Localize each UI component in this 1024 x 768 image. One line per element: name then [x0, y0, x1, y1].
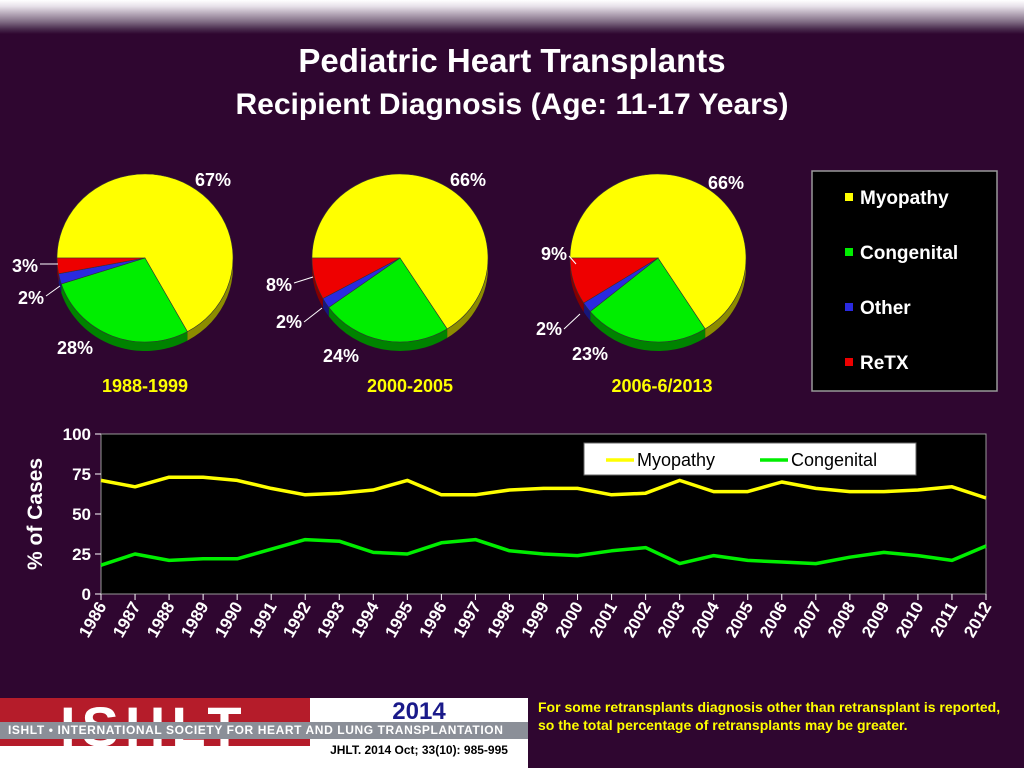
x-tick-label: 2010	[892, 599, 927, 641]
pie-leader-line	[303, 307, 323, 323]
pie-period-label: 1988-1999	[102, 376, 188, 396]
pie-leader-line	[45, 285, 61, 297]
pie-side-other	[583, 303, 591, 321]
x-tick-label: 2008	[824, 599, 859, 641]
legend-label-retx: ReTX	[860, 353, 909, 374]
line-legend-label-myopathy: Myopathy	[637, 450, 715, 470]
x-tick-label: 1988	[143, 599, 178, 641]
x-tick-label: 2012	[960, 599, 995, 641]
pie-leader-line	[563, 313, 581, 330]
pie-3: 66% 23% 2% 9% 2006-6/2013	[536, 173, 747, 396]
x-tick-label: 1995	[381, 599, 416, 641]
x-tick-label: 1991	[245, 599, 280, 641]
pie-slice-retx	[311, 257, 401, 299]
x-tick-label: 2011	[927, 599, 962, 640]
x-tick-label: 1998	[484, 599, 519, 641]
x-tick-label: 1997	[450, 599, 485, 641]
pie-1: 67% 28% 2% 3% 1988-1999	[12, 170, 234, 396]
x-tick-label: 1996	[415, 599, 450, 641]
pie-label-myopathy: 66%	[708, 173, 744, 193]
x-tick-label: 1992	[279, 599, 314, 641]
x-tick-label: 2000	[552, 599, 587, 641]
legend-swatch-myopathy	[845, 193, 853, 201]
line-legend-box	[583, 442, 917, 476]
pie-slice-congenital	[589, 257, 706, 343]
pie-legend-box	[811, 170, 998, 392]
y-axis-label: % of Cases	[24, 458, 47, 570]
pie-slice-retx	[569, 257, 660, 304]
pie-slice-myopathy	[311, 173, 489, 330]
x-tick-label: 2004	[688, 598, 724, 641]
ishlt-logo-block: ISHLT ISHLT • INTERNATIONAL SOCIETY FOR …	[0, 695, 528, 768]
y-tick-label: 50	[72, 505, 91, 524]
legend-swatch-other	[845, 303, 853, 311]
x-tick-label: 2009	[858, 599, 893, 641]
pie-leader-line	[293, 276, 314, 284]
x-tick-label: 2007	[790, 599, 825, 641]
pie-slice-myopathy	[569, 173, 747, 330]
pie-slice-congenital	[328, 257, 448, 343]
pie-label-congenital: 24%	[323, 346, 359, 366]
pie-leader-line	[568, 255, 577, 265]
slide-subtitle: Recipient Diagnosis (Age: 11-17 Years)	[235, 88, 789, 121]
legend-swatch-congenital	[845, 248, 853, 256]
x-tick-label: 2003	[654, 599, 689, 641]
pie-side-congenital	[328, 307, 448, 351]
x-tick-label: 2006	[756, 599, 791, 641]
pie-side-retx	[570, 258, 584, 313]
x-tick-label: 1986	[75, 599, 110, 641]
pie-label-other: 2%	[18, 288, 44, 308]
y-tick-label: 0	[82, 585, 91, 604]
pie-label-congenital: 28%	[57, 338, 93, 358]
x-tick-label: 1994	[347, 598, 383, 641]
y-tick-label: 25	[72, 545, 91, 564]
pie-period-label: 2000-2005	[367, 376, 453, 396]
pie-label-other: 2%	[536, 319, 562, 339]
charts-canvas: 67%28%2%3%1988-199966%24%2%8%2000-200566…	[12, 170, 998, 641]
x-tick-label: 1990	[211, 599, 246, 641]
y-tick-label: 100	[63, 425, 91, 444]
legend-label-congenital: Congenital	[860, 243, 958, 264]
y-tick-label: 75	[72, 465, 91, 484]
series-line-congenital	[100, 537, 987, 567]
journal-citation: JHLT. 2014 Oct; 33(10): 985-995	[330, 743, 508, 757]
pie-label-congenital: 23%	[572, 344, 608, 364]
footnote: For some retransplants diagnosis other t…	[538, 699, 1001, 733]
pie-side-other	[58, 273, 62, 293]
pie-label-retx: 3%	[12, 256, 38, 276]
pie-side-retx	[312, 258, 323, 308]
legend-label-other: Other	[860, 298, 911, 319]
slide-title: Pediatric Heart Transplants	[298, 42, 726, 79]
pie-period-label: 2006-6/2013	[611, 376, 712, 396]
pie-side-congenital	[61, 283, 188, 352]
pie-side-congenital	[590, 311, 706, 352]
pie-label-myopathy: 67%	[195, 170, 231, 190]
pie-label-retx: 9%	[541, 244, 567, 264]
pie-side-other	[322, 298, 329, 317]
line-chart: 0 25 50 75 100 % of Cases 19861987198819891990…	[24, 425, 995, 641]
x-tick-label: 2001	[586, 599, 621, 641]
report-year: 2014	[392, 698, 446, 725]
x-tick-label: 1987	[109, 599, 144, 641]
pie-2: 66% 24% 2% 8% 2000-2005	[266, 170, 489, 396]
series-line-myopathy	[100, 475, 987, 500]
x-tick-label: 2002	[620, 599, 655, 641]
pie-label-other: 2%	[276, 312, 302, 332]
pie-slice-retx	[56, 257, 146, 275]
x-tick-label: 1993	[313, 599, 348, 641]
x-tick-label: 1999	[518, 599, 553, 641]
pie-slice-congenital	[60, 257, 188, 343]
x-tick-label: 2005	[722, 599, 757, 641]
x-tick-label: 1989	[177, 599, 212, 641]
line-legend-label-congenital: Congenital	[791, 450, 877, 470]
legend-swatch-retx	[845, 358, 853, 366]
pie-charts: 67%28%2%3%1988-199966%24%2%8%2000-200566…	[12, 170, 747, 396]
pie-slice-myopathy	[56, 173, 234, 333]
pie-label-retx: 8%	[266, 275, 292, 295]
top-gradient-bar	[0, 0, 1024, 34]
pie-legend: Myopathy Congenital Other ReTX	[811, 170, 998, 392]
ishlt-logo-band: ISHLT • INTERNATIONAL SOCIETY FOR HEART …	[0, 722, 528, 739]
legend-label-myopathy: Myopathy	[860, 188, 949, 209]
pie-label-myopathy: 66%	[450, 170, 486, 190]
